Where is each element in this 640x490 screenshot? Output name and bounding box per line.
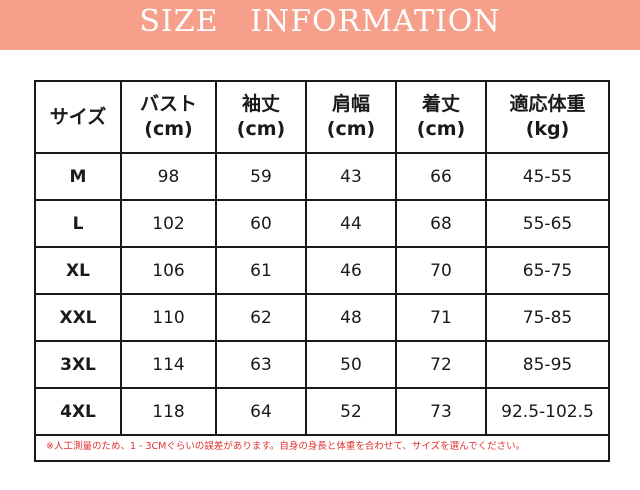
shoulder-cell: 43 (305, 152, 397, 201)
sleeve-cell: 60 (215, 199, 307, 248)
size-cell: M (36, 152, 122, 201)
length-cell: 73 (395, 387, 487, 436)
sleeve-cell: 64 (215, 387, 307, 436)
table-row: L 102 60 44 68 55-65 (36, 199, 608, 248)
header-bust: バスト (cm) (120, 82, 217, 154)
measurement-note: ※人工測量のため、1 - 3CMぐらいの誤差があります。自身の身長と体重を合わせ… (46, 441, 526, 452)
bust-cell: 102 (120, 199, 217, 248)
size-table: サイズ バスト (cm) 袖丈 (cm) 肩幅 (cm) 着丈 (cm) 適応体重 (kg… (36, 82, 608, 436)
bust-cell: 110 (120, 293, 217, 342)
length-cell: 72 (395, 340, 487, 389)
shoulder-cell: 44 (305, 199, 397, 248)
bust-cell: 106 (120, 246, 217, 295)
length-cell: 68 (395, 199, 487, 248)
table-row: XXL 110 62 48 71 75-85 (36, 293, 608, 342)
header-size: サイズ (36, 82, 122, 154)
table-row: M 98 59 43 66 45-55 (36, 152, 608, 201)
weight-cell: 65-75 (485, 246, 608, 295)
size-chart-frame: サイズ バスト (cm) 袖丈 (cm) 肩幅 (cm) 着丈 (cm) 適応体重 (kg… (34, 80, 610, 462)
bust-cell: 114 (120, 340, 217, 389)
shoulder-cell: 50 (305, 340, 397, 389)
size-cell: XL (36, 246, 122, 295)
table-row: XL 106 61 46 70 65-75 (36, 246, 608, 295)
size-cell: 4XL (36, 387, 122, 436)
weight-cell: 85-95 (485, 340, 608, 389)
sleeve-cell: 63 (215, 340, 307, 389)
table-row: 4XL 118 64 52 73 92.5-102.5 (36, 387, 608, 436)
size-cell: XXL (36, 293, 122, 342)
shoulder-cell: 48 (305, 293, 397, 342)
weight-cell: 92.5-102.5 (485, 387, 608, 436)
header-sleeve-length: 袖丈 (cm) (215, 82, 307, 154)
sleeve-cell: 61 (215, 246, 307, 295)
bust-cell: 118 (120, 387, 217, 436)
size-cell: 3XL (36, 340, 122, 389)
weight-cell: 55-65 (485, 199, 608, 248)
sleeve-cell: 62 (215, 293, 307, 342)
sleeve-cell: 59 (215, 152, 307, 201)
title-banner: SIZE INFORMATION (0, 0, 640, 50)
table-row: 3XL 114 63 50 72 85-95 (36, 340, 608, 389)
header-shoulder-width: 肩幅 (cm) (305, 82, 397, 154)
bust-cell: 98 (120, 152, 217, 201)
weight-cell: 45-55 (485, 152, 608, 201)
shoulder-cell: 46 (305, 246, 397, 295)
length-cell: 71 (395, 293, 487, 342)
length-cell: 70 (395, 246, 487, 295)
header-weight: 適応体重 (kg) (485, 82, 608, 154)
header-length: 着丈 (cm) (395, 82, 487, 154)
table-header-row: サイズ バスト (cm) 袖丈 (cm) 肩幅 (cm) 着丈 (cm) 適応体重 (kg… (36, 82, 608, 154)
weight-cell: 75-85 (485, 293, 608, 342)
size-cell: L (36, 199, 122, 248)
length-cell: 66 (395, 152, 487, 201)
banner-title: SIZE INFORMATION (139, 4, 501, 39)
shoulder-cell: 52 (305, 387, 397, 436)
